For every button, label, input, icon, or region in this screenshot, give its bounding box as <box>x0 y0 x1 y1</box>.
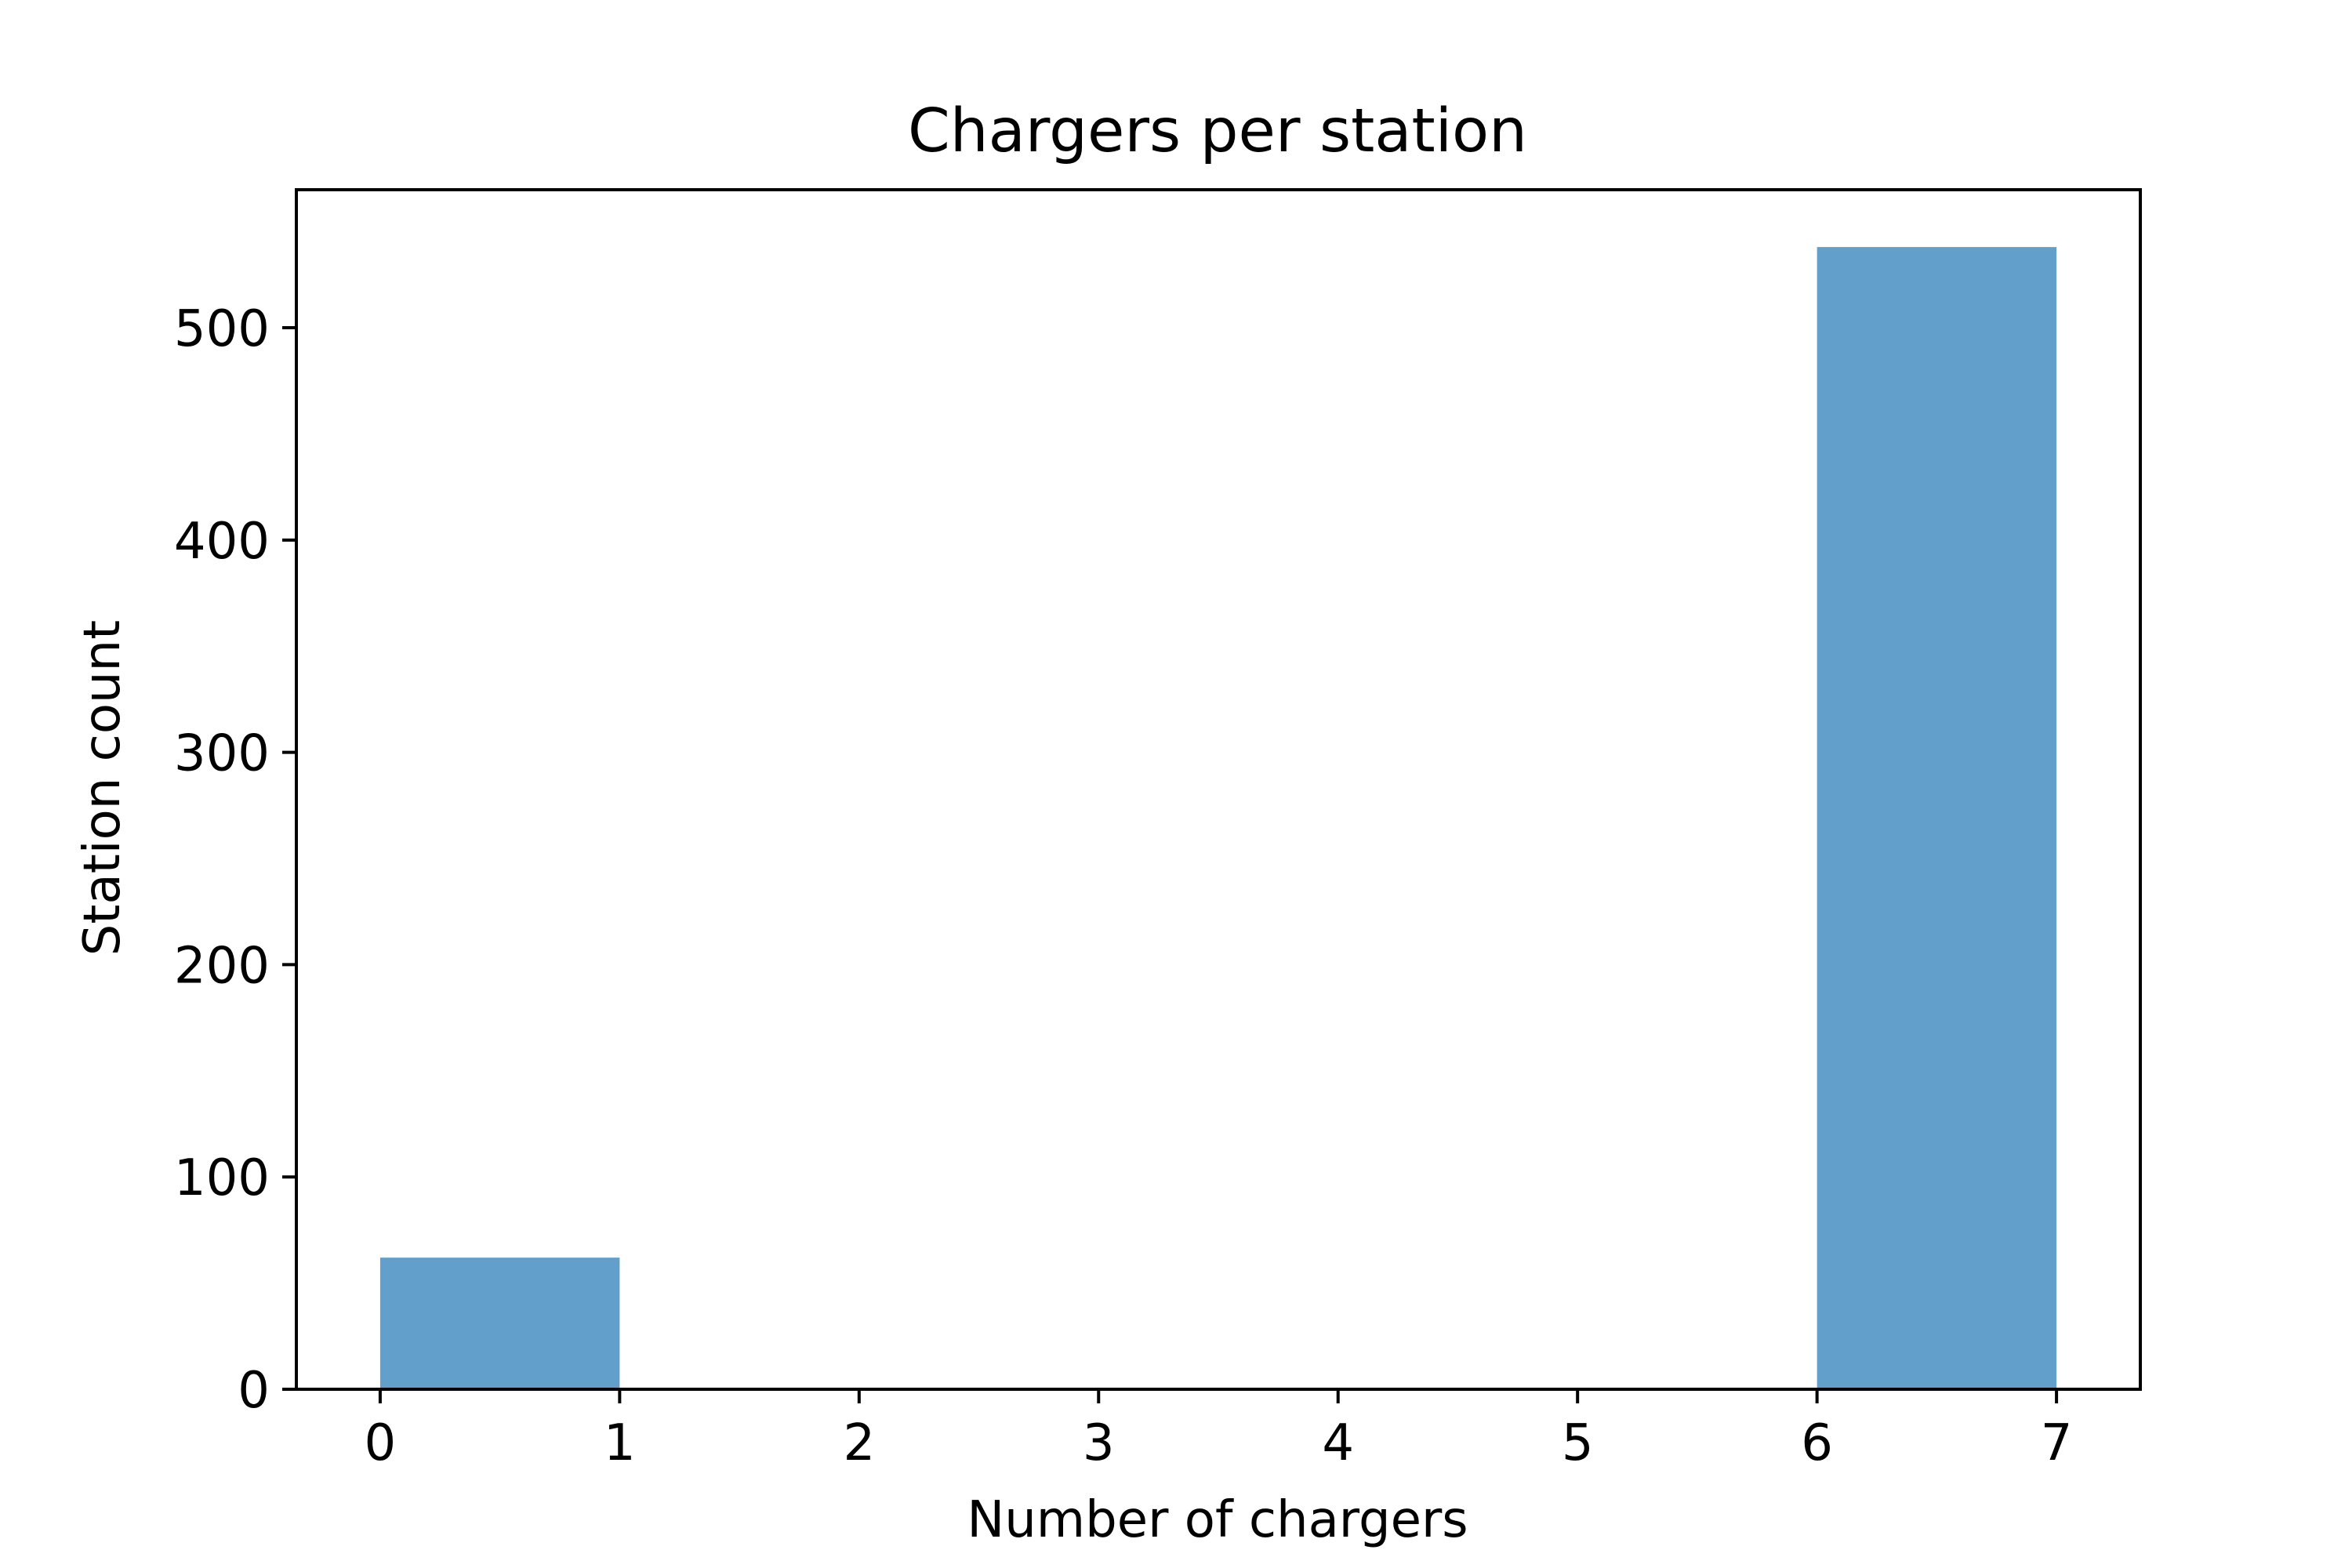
x-tick-label: 0 <box>365 1414 397 1472</box>
x-tick-label: 2 <box>843 1414 875 1472</box>
x-axis-label: Number of chargers <box>967 1491 1468 1549</box>
x-tick-label: 6 <box>1801 1414 1833 1472</box>
x-tick-label: 5 <box>1562 1414 1594 1472</box>
plot-frame <box>295 188 2142 1391</box>
y-tick-label: 400 <box>174 513 270 571</box>
y-tick-label: 500 <box>174 300 270 358</box>
bar-bin-6-7 <box>1817 247 2057 1390</box>
chart-title: Chargers per station <box>908 96 1527 166</box>
y-tick-label: 300 <box>174 725 270 783</box>
bar-bin-0-1 <box>379 1258 620 1389</box>
y-tick-label: 100 <box>174 1149 270 1207</box>
y-axis-ticks: 0 100 200 300 400 500 <box>174 300 296 1420</box>
x-tick-label: 7 <box>2041 1414 2073 1472</box>
y-tick-label: 0 <box>238 1362 270 1420</box>
y-axis-label: Station count <box>74 620 132 956</box>
x-tick-label: 3 <box>1083 1414 1115 1472</box>
y-tick-label: 200 <box>174 937 270 995</box>
bars-group <box>379 247 2057 1390</box>
x-tick-label: 4 <box>1322 1414 1354 1472</box>
x-tick-label: 1 <box>604 1414 636 1472</box>
x-axis-ticks: 0 1 2 3 4 5 6 7 <box>365 1389 2073 1472</box>
